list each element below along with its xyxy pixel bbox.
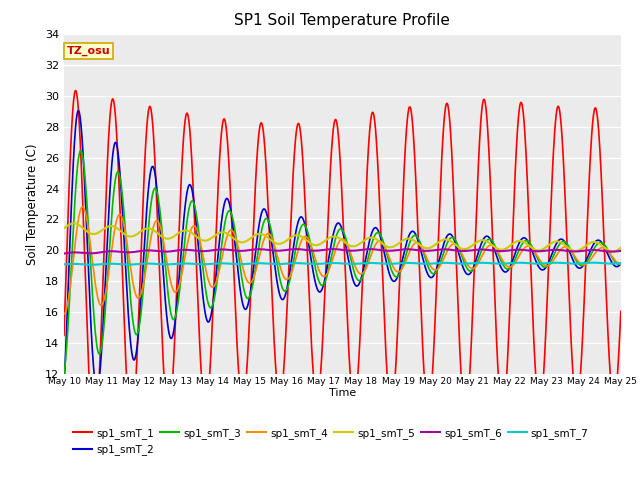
sp1_smT_7 — [617, 260, 625, 266]
sp1_smT_2 — [172, 319, 179, 325]
sp1_smT_1 — [90, 433, 98, 439]
sp1_smT_5 — [502, 246, 509, 252]
sp1_smT_7 — [551, 260, 559, 265]
X-axis label: Time: Time — [329, 387, 356, 397]
sp1_smT_7 — [429, 261, 437, 266]
sp1_smT_6 — [617, 248, 625, 254]
sp1_smT_7 — [589, 260, 596, 265]
sp1_smT_1 — [172, 327, 179, 333]
sp1_smT_4 — [79, 204, 86, 210]
sp1_smT_2 — [185, 183, 193, 189]
sp1_smT_1 — [72, 88, 79, 94]
sp1_smT_2 — [74, 108, 82, 113]
sp1_smT_3 — [502, 265, 509, 271]
sp1_smT_1 — [247, 285, 255, 290]
sp1_smT_7 — [246, 261, 254, 266]
sp1_smT_4 — [246, 280, 254, 286]
sp1_smT_2 — [617, 261, 625, 266]
sp1_smT_2 — [429, 273, 437, 278]
sp1_smT_3 — [617, 261, 625, 267]
sp1_smT_6 — [246, 247, 254, 253]
sp1_smT_1 — [185, 116, 193, 122]
sp1_smT_3 — [429, 271, 437, 276]
sp1_smT_5 — [184, 228, 192, 234]
Line: sp1_smT_1: sp1_smT_1 — [64, 91, 621, 436]
sp1_smT_4 — [184, 237, 192, 243]
Line: sp1_smT_4: sp1_smT_4 — [64, 207, 621, 314]
sp1_smT_6 — [329, 246, 337, 252]
sp1_smT_4 — [60, 311, 68, 317]
sp1_smT_3 — [171, 316, 179, 322]
sp1_smT_6 — [502, 248, 509, 254]
sp1_smT_4 — [171, 289, 179, 295]
Line: sp1_smT_3: sp1_smT_3 — [64, 151, 621, 373]
sp1_smT_3 — [184, 210, 192, 216]
sp1_smT_1 — [429, 351, 437, 357]
sp1_smT_5 — [60, 225, 68, 231]
sp1_smT_3 — [246, 291, 254, 297]
sp1_smT_5 — [617, 245, 625, 251]
sp1_smT_3 — [551, 250, 559, 255]
sp1_smT_6 — [429, 248, 437, 253]
sp1_smT_3 — [77, 148, 84, 154]
Line: sp1_smT_7: sp1_smT_7 — [64, 263, 621, 265]
sp1_smT_6 — [60, 251, 68, 256]
Title: SP1 Soil Temperature Profile: SP1 Soil Temperature Profile — [234, 13, 451, 28]
sp1_smT_5 — [429, 243, 437, 249]
sp1_smT_4 — [502, 262, 509, 268]
sp1_smT_2 — [247, 286, 255, 292]
sp1_smT_4 — [429, 266, 437, 272]
sp1_smT_2 — [60, 383, 68, 388]
sp1_smT_4 — [551, 255, 559, 261]
Line: sp1_smT_6: sp1_smT_6 — [64, 249, 621, 253]
sp1_smT_6 — [170, 248, 178, 254]
sp1_smT_5 — [246, 235, 254, 241]
sp1_smT_2 — [552, 243, 559, 249]
sp1_smT_7 — [88, 262, 95, 268]
sp1_smT_2 — [502, 269, 510, 275]
sp1_smT_4 — [617, 261, 625, 267]
sp1_smT_1 — [502, 380, 510, 385]
sp1_smT_5 — [551, 239, 559, 244]
sp1_smT_7 — [60, 262, 68, 267]
Text: TZ_osu: TZ_osu — [67, 46, 111, 56]
Line: sp1_smT_5: sp1_smT_5 — [64, 223, 621, 252]
sp1_smT_6 — [184, 247, 191, 253]
sp1_smT_5 — [70, 220, 78, 226]
Y-axis label: Soil Temperature (C): Soil Temperature (C) — [26, 143, 39, 265]
sp1_smT_3 — [60, 370, 68, 376]
sp1_smT_5 — [171, 233, 179, 239]
sp1_smT_7 — [502, 261, 509, 266]
sp1_smT_2 — [93, 385, 100, 391]
sp1_smT_1 — [617, 309, 625, 314]
sp1_smT_5 — [609, 249, 616, 254]
sp1_smT_6 — [551, 247, 559, 252]
Legend: sp1_smT_1, sp1_smT_2, sp1_smT_3, sp1_smT_4, sp1_smT_5, sp1_smT_6, sp1_smT_7: sp1_smT_1, sp1_smT_2, sp1_smT_3, sp1_smT… — [69, 424, 593, 459]
sp1_smT_7 — [171, 261, 179, 267]
sp1_smT_1 — [60, 333, 68, 338]
sp1_smT_7 — [184, 261, 192, 266]
Line: sp1_smT_2: sp1_smT_2 — [64, 110, 621, 388]
sp1_smT_1 — [552, 120, 559, 125]
